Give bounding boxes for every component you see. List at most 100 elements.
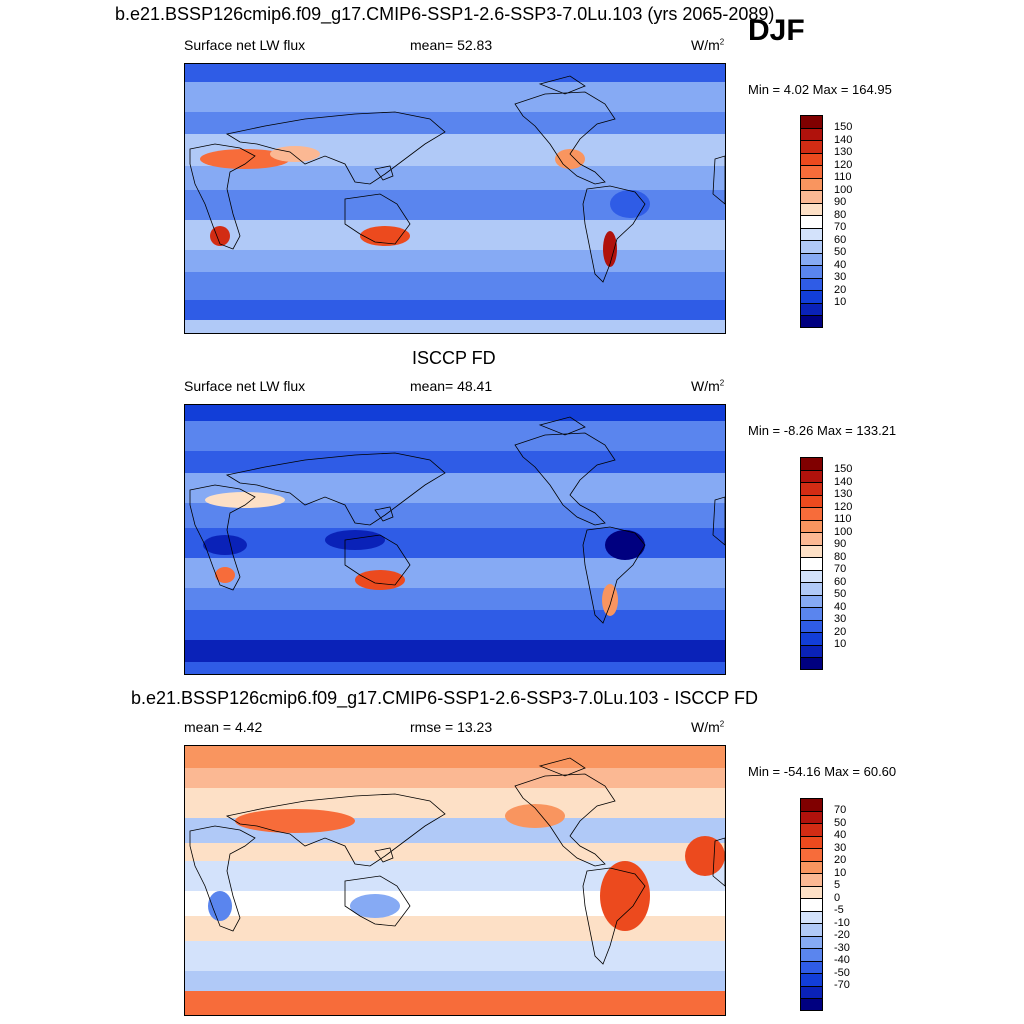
map-field-band — [185, 971, 725, 991]
panel-obs-title: ISCCP FD — [412, 348, 496, 368]
map-field-feature — [200, 149, 290, 169]
colorbar-label: 80 — [834, 208, 847, 221]
colorbar-label: -30 — [834, 941, 850, 954]
map-field-band — [185, 610, 725, 640]
colorbar-label: -20 — [834, 929, 850, 942]
coastline — [374, 847, 394, 863]
colorbar-label: 120 — [834, 158, 853, 171]
colorbar-swatch — [800, 544, 823, 558]
panel-obs-colorbar: 150 140 130 120 110 100 90 80 70 60 50 40 30 20 10 — [800, 457, 852, 670]
coastline — [225, 793, 446, 867]
panel-diff-map-svg — [185, 746, 725, 1015]
colorbar-swatch — [800, 848, 823, 862]
colorbar-label: 130 — [834, 146, 853, 159]
colorbar-swatch — [800, 457, 823, 471]
map-field-feature — [270, 146, 320, 162]
map-field-band — [185, 503, 725, 528]
colorbar-swatch — [800, 582, 823, 596]
panel-diff-units: W/m2 — [691, 719, 725, 735]
map-field-band — [185, 746, 725, 768]
colorbar-swatch — [800, 240, 823, 254]
panel-diff-rmse: rmse = 13.23 — [410, 719, 493, 735]
colorbar-label: 130 — [834, 488, 853, 501]
panel-model-colorbar: 150 140 130 120 110 100 90 80 70 60 50 40 30 20 10 — [800, 115, 852, 328]
colorbar-swatch — [800, 798, 823, 812]
colorbar-label: 50 — [834, 588, 847, 601]
coastline — [582, 867, 646, 965]
map-field-band — [185, 220, 725, 250]
map-field-feature — [208, 891, 232, 921]
colorbar-swatch — [800, 482, 823, 496]
colorbar-label: 20 — [834, 625, 847, 638]
map-field-band — [185, 250, 725, 272]
colorbar-label: 120 — [834, 500, 853, 513]
colorbar-swatch — [800, 594, 823, 608]
map-field-band — [185, 843, 725, 861]
coastline — [538, 75, 586, 95]
map-field-feature — [685, 836, 725, 876]
colorbar-label: 40 — [834, 600, 847, 613]
colorbar-label: 140 — [834, 133, 853, 146]
colorbar-swatch — [800, 998, 823, 1011]
colorbar-label: 60 — [834, 575, 847, 588]
colorbar-swatch — [800, 823, 823, 837]
coastline — [344, 875, 411, 927]
panel-model-map — [184, 63, 726, 334]
map-field-feature — [505, 804, 565, 828]
coastline — [538, 757, 586, 777]
panel-obs-minmax: Min = -8.26 Max = 133.21 — [748, 423, 897, 438]
colorbar-label: 30 — [834, 271, 847, 284]
colorbar-swatch — [800, 973, 823, 987]
colorbar-swatch — [800, 190, 823, 204]
colorbar-label: 10 — [834, 866, 847, 879]
colorbar-swatch — [800, 923, 823, 937]
colorbar-swatch — [800, 607, 823, 621]
colorbar-swatch — [800, 115, 823, 129]
colorbar-label: 40 — [834, 258, 847, 271]
panel-diff-mean: mean = 4.42 — [184, 719, 263, 735]
map-field-feature — [355, 570, 405, 590]
panel-diff-map — [184, 745, 726, 1016]
colorbar-swatch — [800, 202, 823, 216]
panel-model-map-svg — [185, 64, 725, 333]
colorbar-label: 10 — [834, 638, 847, 651]
season-label: DJF — [748, 14, 805, 47]
map-field-feature — [600, 861, 650, 931]
colorbar-swatch — [800, 619, 823, 633]
colorbar-label: 0 — [834, 891, 841, 904]
map-field-feature — [603, 231, 617, 267]
coastline — [514, 773, 616, 867]
colorbar-swatch — [800, 569, 823, 583]
map-field-band — [185, 64, 725, 82]
map-field-band — [185, 558, 725, 588]
colorbar-swatch — [800, 265, 823, 279]
coastline — [712, 837, 725, 887]
map-field-band — [185, 272, 725, 300]
colorbar-label: -70 — [834, 979, 850, 992]
colorbar-label: -5 — [834, 904, 844, 917]
colorbar-swatch — [800, 948, 823, 962]
coastline — [582, 526, 646, 624]
coastline — [514, 432, 616, 526]
colorbar-label: 40 — [834, 829, 847, 842]
coastline — [189, 484, 256, 591]
colorbar-swatch — [800, 898, 823, 912]
map-field-band — [185, 662, 725, 674]
colorbar-label: 110 — [834, 513, 852, 526]
map-field-band — [185, 421, 725, 451]
colorbar-swatch — [800, 507, 823, 521]
panel-model-units: W/m2 — [691, 37, 725, 53]
colorbar-swatch — [800, 469, 823, 483]
colorbar-label: 50 — [834, 246, 847, 259]
map-field-band — [185, 405, 725, 421]
colorbar-swatch — [800, 127, 823, 141]
map-field-band — [185, 941, 725, 971]
coastline — [225, 111, 446, 185]
map-field-feature — [602, 584, 618, 616]
map-field-band — [185, 768, 725, 788]
map-field-feature — [605, 530, 645, 560]
colorbar-swatch — [800, 657, 823, 670]
map-field-band — [185, 991, 725, 1015]
panel-model-mean: mean= 52.83 — [410, 37, 493, 53]
colorbar-swatch — [800, 910, 823, 924]
